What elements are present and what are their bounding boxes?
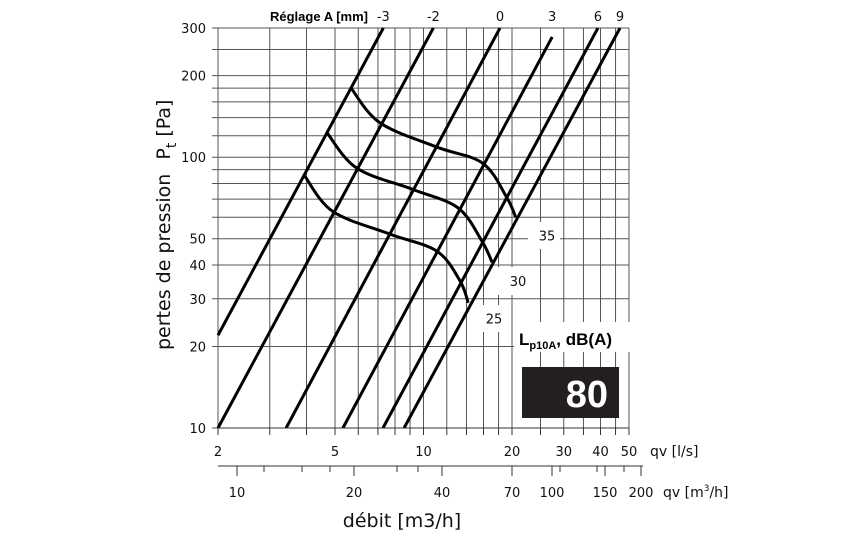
y-axis-title: pertes de pression Pt [Pa] (153, 100, 180, 350)
m3h-axis-label: qv [m3/h] (663, 484, 729, 501)
setting-label-9: 9 (616, 10, 624, 25)
y-tick-label: 20 (189, 340, 206, 355)
m3h-tick-label: 150 (593, 486, 618, 501)
setting-label--3: -3 (377, 10, 390, 25)
m3h-tick-label: 200 (629, 486, 654, 501)
ls-tick-label: 20 (504, 445, 521, 460)
y-tick-label: 10 (189, 422, 206, 437)
m3h-tick-label: 20 (346, 486, 363, 501)
value-badge-text: 80 (566, 374, 608, 416)
noise-level-label: Lp10A, dB(A) (519, 330, 612, 352)
ls-tick-label: 30 (555, 445, 572, 460)
y-axis-label: pertes de pression (153, 174, 175, 350)
y-axis-unit: [Pa] (153, 100, 175, 137)
curve-label-35: 35 (539, 230, 556, 245)
y-tick-label: 300 (181, 22, 206, 37)
ls-tick-label: 10 (415, 445, 432, 460)
m3h-tick-label: 70 (504, 486, 521, 501)
setting-line-3 (341, 36, 554, 429)
setting-line--2 (216, 27, 435, 429)
curve-label-boxes (472, 222, 560, 332)
noise-curves (303, 87, 518, 304)
curve-label-box (528, 222, 560, 249)
ls-tick-label: 40 (592, 445, 609, 460)
curve-label-box (498, 267, 532, 295)
setting-lines (216, 27, 622, 429)
setting-label-0: 0 (496, 10, 504, 25)
y-tick-label: 100 (181, 151, 206, 166)
ls-tick-label: 50 (621, 445, 638, 460)
ls-tick-label: 5 (331, 445, 339, 460)
y-tick-label: 200 (181, 70, 206, 85)
noise-label-background (514, 322, 638, 352)
value-badge (522, 367, 619, 418)
noise-curve-25 (303, 175, 470, 304)
y-tick-label: 50 (189, 233, 206, 248)
setting-label-6: 6 (594, 10, 602, 25)
m3h-tick-label: 40 (434, 486, 451, 501)
curve-label-25: 25 (486, 313, 503, 328)
svg-text:pertes de pression Pt[Pa: pertes de pression Pt [Pa] (153, 100, 180, 350)
y-tick-label: 30 (189, 293, 206, 308)
ls-axis-label: qv [l/s] (650, 444, 698, 460)
y-tick-label: 40 (189, 259, 206, 274)
noise-curve-30 (325, 131, 494, 263)
curve-label-box (472, 305, 510, 332)
y-axis-symbol: P (153, 148, 175, 159)
setting-title: Réglage A [mm] (270, 9, 368, 24)
m3h-tick-label: 10 (229, 486, 246, 501)
m3h-tick-label: 100 (540, 486, 565, 501)
setting-line--3 (216, 27, 385, 336)
setting-line-0 (284, 27, 502, 429)
setting-line-6 (381, 27, 600, 429)
ls-tick-label: 2 (214, 445, 222, 460)
setting-label-3: 3 (548, 10, 556, 25)
y-axis-subscript: t (164, 142, 180, 148)
setting-line-9 (402, 27, 622, 429)
setting-label--2: -2 (427, 10, 440, 25)
curve-label-30: 30 (510, 275, 527, 290)
x-axis-title: débit [m3/h] (343, 510, 461, 532)
noise-curve-35 (349, 87, 518, 218)
